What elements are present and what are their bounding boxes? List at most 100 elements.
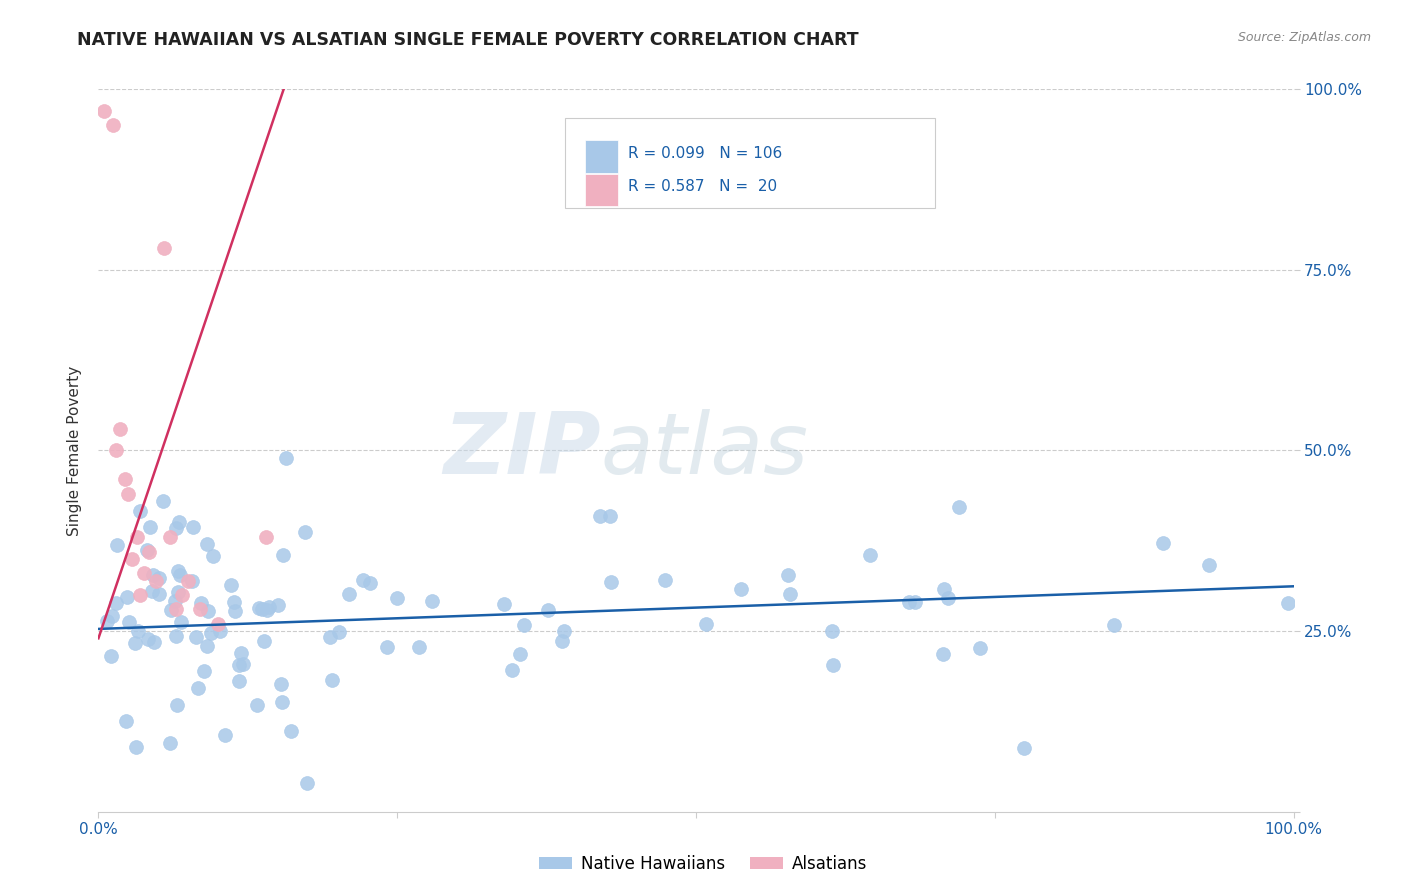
Point: [165, 594, 187, 608]
Point: [127, 624, 149, 639]
Point: [948, 500, 970, 515]
Point: [160, 603, 183, 617]
Point: [181, 520, 204, 534]
Text: R = 0.587   N =  20: R = 0.587 N = 20: [628, 179, 778, 194]
Point: [108, 422, 131, 436]
Point: [139, 520, 162, 534]
Point: [101, 119, 124, 133]
Point: [823, 657, 845, 672]
Point: [96, 615, 118, 629]
Point: [145, 574, 167, 588]
Point: [219, 578, 242, 592]
Point: [280, 724, 302, 739]
FancyBboxPatch shape: [565, 118, 935, 209]
Point: [600, 574, 623, 589]
Point: [654, 574, 676, 588]
Point: [166, 520, 188, 534]
Point: [319, 631, 342, 645]
Point: [124, 739, 146, 754]
Point: [105, 443, 128, 458]
Point: [254, 530, 277, 544]
Point: [271, 548, 294, 562]
Point: [494, 597, 516, 611]
Point: [553, 624, 575, 639]
Point: [512, 618, 534, 632]
Point: [274, 450, 297, 465]
Point: [207, 616, 229, 631]
Point: [200, 625, 222, 640]
Point: [1012, 740, 1035, 755]
Point: [209, 624, 232, 639]
Text: ZIP: ZIP: [443, 409, 600, 492]
Point: [114, 472, 136, 486]
Point: [232, 657, 254, 671]
Bar: [585, 174, 619, 206]
Point: [165, 602, 187, 616]
Point: [267, 599, 290, 613]
Point: [167, 515, 190, 529]
Point: [132, 566, 155, 581]
Point: [135, 542, 157, 557]
Point: [125, 530, 148, 544]
Point: [153, 241, 176, 255]
Point: [776, 567, 799, 582]
Point: [779, 587, 801, 601]
Legend: Native Hawaiians, Alsatians: Native Hawaiians, Alsatians: [533, 848, 873, 880]
Point: [252, 602, 274, 616]
Point: [1277, 597, 1299, 611]
Point: [537, 602, 560, 616]
Point: [222, 595, 245, 609]
Point: [898, 595, 921, 609]
Point: [129, 588, 152, 602]
Point: [589, 508, 612, 523]
Point: [695, 616, 717, 631]
Point: [165, 629, 187, 643]
Point: [159, 530, 181, 544]
Point: [501, 664, 523, 678]
Point: [256, 602, 278, 616]
Point: [969, 640, 991, 655]
Point: [197, 604, 219, 618]
Point: [224, 604, 246, 618]
Point: [118, 615, 141, 629]
Point: [169, 568, 191, 582]
Point: [253, 634, 276, 648]
Point: [142, 568, 165, 582]
Point: [128, 504, 150, 518]
Point: [117, 487, 139, 501]
Point: [1102, 618, 1125, 632]
Text: Source: ZipAtlas.com: Source: ZipAtlas.com: [1237, 31, 1371, 45]
Point: [152, 494, 174, 508]
Bar: [585, 140, 619, 173]
Point: [93, 103, 115, 118]
Point: [115, 714, 138, 729]
Point: [321, 673, 343, 687]
Point: [599, 508, 621, 523]
Point: [177, 574, 200, 588]
Point: [159, 736, 181, 750]
Point: [375, 640, 398, 655]
Point: [184, 630, 207, 644]
Point: [1198, 558, 1220, 573]
Point: [138, 544, 160, 558]
Point: [246, 698, 269, 712]
Point: [270, 677, 292, 691]
Point: [100, 648, 122, 663]
Point: [187, 681, 209, 695]
Point: [105, 538, 128, 552]
Point: [359, 576, 381, 591]
Point: [167, 564, 190, 578]
Point: [249, 600, 271, 615]
Point: [328, 625, 350, 640]
Y-axis label: Single Female Poverty: Single Female Poverty: [67, 366, 83, 535]
Text: R = 0.099   N = 106: R = 0.099 N = 106: [628, 145, 782, 161]
Point: [259, 599, 281, 614]
Point: [148, 571, 170, 585]
Point: [294, 524, 316, 539]
Point: [181, 574, 204, 588]
Point: [730, 582, 752, 596]
Point: [193, 664, 215, 678]
Point: [339, 587, 361, 601]
Point: [121, 551, 143, 566]
Point: [904, 595, 927, 609]
